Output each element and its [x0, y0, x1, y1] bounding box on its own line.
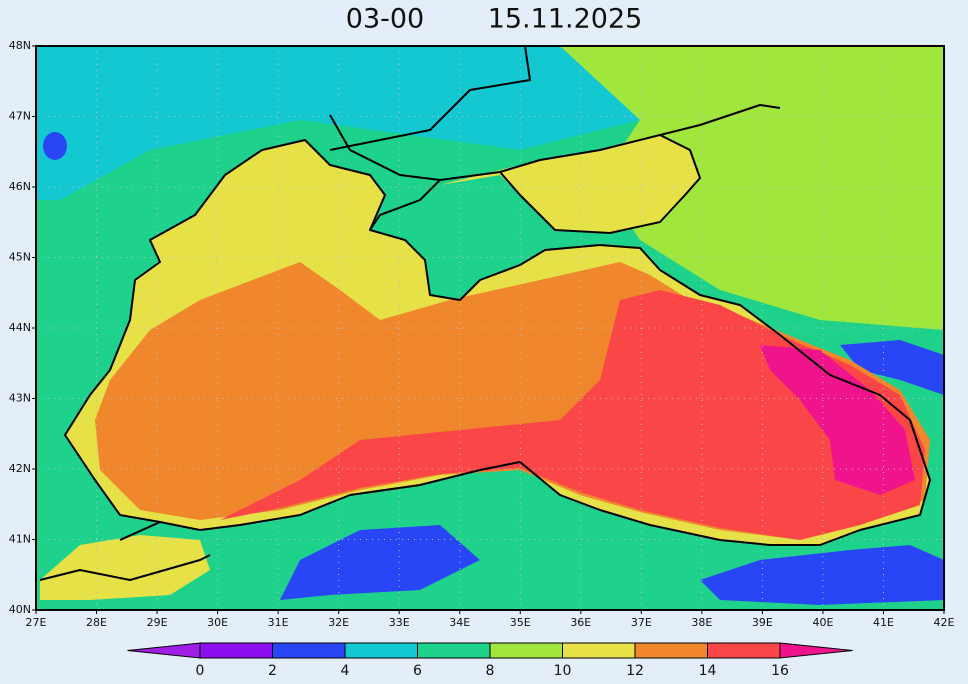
- colorbar-label: 16: [771, 663, 789, 679]
- lon-tick-label: 29E: [147, 616, 168, 629]
- field-south-cool: [280, 525, 480, 600]
- lat-tick-label: 45N: [9, 251, 31, 264]
- field: [36, 46, 944, 610]
- colorbar-label: 10: [554, 663, 572, 679]
- colorbar-label: 12: [626, 663, 644, 679]
- colorbar-label: 6: [413, 663, 422, 679]
- colorbar-segment: [562, 642, 636, 659]
- lon-tick-label: 38E: [691, 616, 712, 629]
- colorbar-segment: [344, 642, 418, 659]
- lon-tick-label: 41E: [873, 616, 894, 629]
- lon-tick-label: 33E: [389, 616, 410, 629]
- lon-tick-label: 42E: [934, 616, 955, 629]
- lat-tick-label: 43N: [9, 392, 31, 405]
- coastline: [39, 45, 931, 581]
- colorbar-segment: [489, 642, 563, 659]
- colorbar-segment: [707, 642, 781, 659]
- lat-tick-label: 42N: [9, 462, 31, 475]
- axes: 27E 28E 29E 30E 31E 32E 33E 34E 35E 36E 37E 38E 39E 4…: [9, 39, 955, 629]
- lat-tick-label: 47N: [9, 110, 31, 123]
- colorbar-label: 4: [341, 663, 350, 679]
- field-east-cool: [840, 340, 944, 395]
- lon-tick-label: 27E: [26, 616, 47, 629]
- field-crimea: [380, 195, 520, 270]
- field-hottest: [760, 345, 915, 495]
- field-marmara: [40, 535, 210, 600]
- colorbar-segment: [272, 642, 346, 659]
- lon-tick-label: 30E: [207, 616, 228, 629]
- colorbar-label: 2: [268, 663, 277, 679]
- field-cool-spot: [43, 132, 67, 160]
- title-date: 15.11.2025: [488, 4, 643, 35]
- colorbar-segment: [417, 642, 491, 659]
- field-southeast-cool: [700, 545, 944, 605]
- lon-tick-label: 37E: [631, 616, 652, 629]
- lon-tick-label: 28E: [86, 616, 107, 629]
- field-azov: [440, 135, 700, 233]
- lon-tick-label: 40E: [812, 616, 833, 629]
- colorbar: 0 2 4 6 8 10 12 14 16: [127, 642, 853, 679]
- lon-tick-label: 36E: [570, 616, 591, 629]
- lon-tick-label: 31E: [268, 616, 289, 629]
- colorbar-segment: [199, 642, 273, 659]
- lon-tick-label: 35E: [510, 616, 531, 629]
- colorbar-segment: [634, 642, 708, 659]
- field-hot: [220, 290, 925, 540]
- colorbar-label: 14: [699, 663, 717, 679]
- title-time: 03-00: [346, 4, 424, 35]
- lat-tick-label: 44N: [9, 321, 31, 334]
- field-north: [36, 46, 700, 200]
- field-east-land: [560, 46, 944, 330]
- lon-tick-label: 34E: [449, 616, 470, 629]
- colorbar-label: 8: [486, 663, 495, 679]
- lat-tick-label: 48N: [9, 39, 31, 52]
- colorbar-arrow-high: [779, 642, 853, 659]
- colorbar-label: 0: [196, 663, 205, 679]
- lat-tick-label: 41N: [9, 533, 31, 546]
- lat-tick-label: 46N: [9, 180, 31, 193]
- lat-tick-label: 40N: [9, 603, 31, 616]
- lon-tick-label: 32E: [328, 616, 349, 629]
- lon-tick-label: 39E: [752, 616, 773, 629]
- colorbar-arrow-low: [127, 642, 201, 659]
